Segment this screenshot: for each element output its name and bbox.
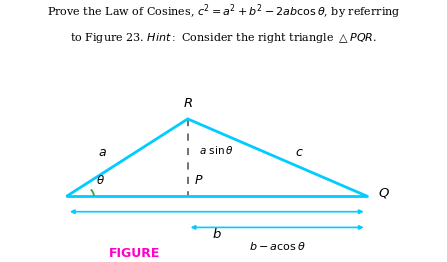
Text: Prove the Law of Cosines, $c^2 = a^2 + b^2 - 2ab\cos\theta$, by referring: Prove the Law of Cosines, $c^2 = a^2 + b… bbox=[47, 3, 400, 21]
Text: $b-a\cos\theta$: $b-a\cos\theta$ bbox=[249, 240, 305, 252]
Text: $a\ \sin\theta$: $a\ \sin\theta$ bbox=[199, 144, 233, 156]
Text: $\theta$: $\theta$ bbox=[96, 174, 105, 187]
Text: $b$: $b$ bbox=[212, 227, 222, 241]
Text: FIGURE: FIGURE bbox=[109, 247, 160, 260]
Text: $R$: $R$ bbox=[183, 96, 193, 110]
Text: to Figure 23. $\it{Hint:}$ Consider the right triangle $\triangle PQR$.: to Figure 23. $\it{Hint:}$ Consider the … bbox=[70, 31, 377, 45]
Text: $P$: $P$ bbox=[194, 173, 204, 187]
Text: $Q$: $Q$ bbox=[378, 186, 390, 200]
Text: $c$: $c$ bbox=[295, 146, 304, 159]
Text: $a$: $a$ bbox=[98, 146, 107, 159]
